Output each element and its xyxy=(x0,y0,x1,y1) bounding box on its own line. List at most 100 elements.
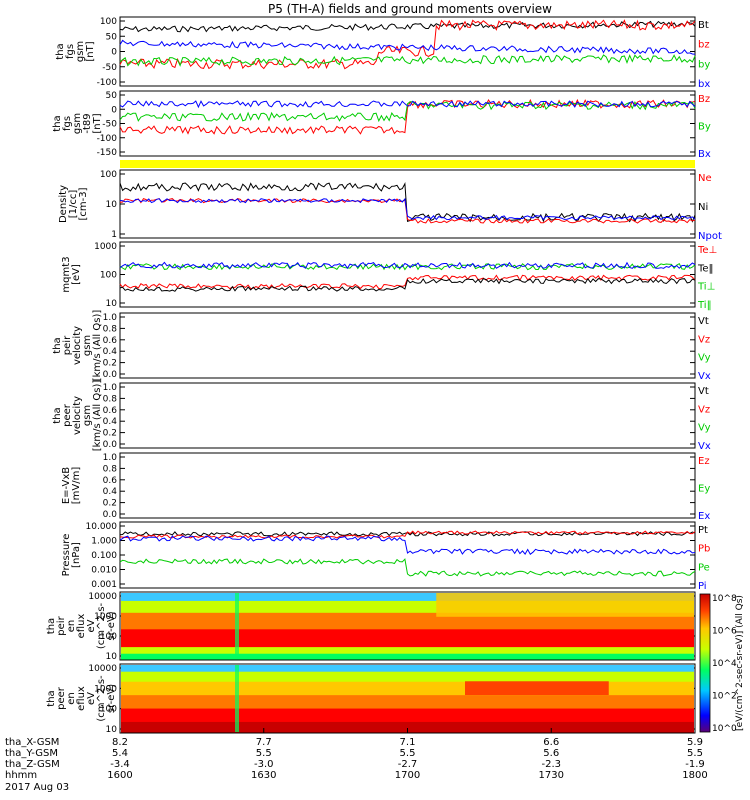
panel-vi: 1.00.8 0.60.4 0.20.0 tha peir velocity gsm [km/… xyxy=(52,310,711,382)
y-tick-label: -50 xyxy=(102,120,117,130)
y-tick-label: 10 xyxy=(106,299,118,309)
y-axis-label: eflux xyxy=(76,686,87,711)
series-Te xyxy=(119,274,696,290)
legend-entry: bz xyxy=(698,40,710,51)
y-tick-label: 0.2 xyxy=(103,499,117,509)
y-axis-label: (cm^2-s- xyxy=(96,602,107,649)
panel-fgs_t89: 50 0 -50 -100 -150 tha fgs gsm -t89 [nT] Bz By Bx xyxy=(52,90,711,160)
x-axis-value: 5.5 xyxy=(256,748,272,759)
y-axis-label: fgs xyxy=(65,44,76,59)
x-axis-value: -2.7 xyxy=(398,759,418,770)
y-axis-label: fgs xyxy=(62,116,73,131)
legend-entry: Pe xyxy=(698,562,710,573)
series-Bx xyxy=(119,100,696,109)
spectrogram-band xyxy=(235,593,239,659)
y-tick-label: 0.100 xyxy=(91,551,117,561)
panel-temp: 1000 100 10 mqmt3 [eV] Te⊥ Te‖ Ti⊥ Ti‖ xyxy=(61,241,717,311)
x-axis-value: 1800 xyxy=(682,770,707,781)
series-Pi xyxy=(119,535,696,555)
legend-entry: Ey xyxy=(698,484,710,495)
y-axis-label: velocity xyxy=(72,396,83,435)
y-tick-label: 50 xyxy=(106,32,118,42)
spectrogram-band xyxy=(465,681,609,696)
x-axis: tha_X-GSM 8.2 7.7 7.1 6.6 5.9 tha_Y-GSM 5.4 5.5 5… xyxy=(5,728,708,793)
legend-entry: Te‖ xyxy=(697,263,714,274)
x-axis-value: -3.0 xyxy=(254,759,274,770)
y-axis-label: eV xyxy=(86,692,97,705)
y-tick-label: 0.6 xyxy=(103,336,118,346)
legend-entry: Ni xyxy=(698,202,708,213)
spectrogram-band xyxy=(121,629,694,648)
series-Pb xyxy=(119,530,696,539)
y-tick-label: 0.2 xyxy=(103,429,117,439)
x-axis-row-label: tha_X-GSM xyxy=(5,737,59,748)
y-axis-label: -t89 xyxy=(82,113,93,133)
y-tick-label: 1.000 xyxy=(91,537,117,547)
y-axis-label: E=-VxB xyxy=(61,467,72,504)
legend-entry: Vt xyxy=(698,316,709,327)
y-tick-label: 1000 xyxy=(94,612,117,622)
series-Te-par xyxy=(119,277,696,292)
y-axis-label: velocity xyxy=(72,326,83,365)
y-tick-label: 0 xyxy=(111,48,117,58)
y-axis-label: [km/s (All Qs)] xyxy=(92,380,103,452)
y-axis-label: tha xyxy=(46,618,57,634)
panel-frame xyxy=(119,382,696,449)
y-tick-label: 100 xyxy=(100,705,117,715)
y-axis-label: Pressure xyxy=(61,534,72,577)
x-axis-value: 5.9 xyxy=(687,737,703,748)
legend-entry: Vy xyxy=(698,353,711,364)
y-tick-label: 50 xyxy=(106,91,118,101)
series-Ni xyxy=(119,182,696,223)
legend-entry: Vy xyxy=(698,423,711,434)
x-axis-value: -2.3 xyxy=(541,759,561,770)
panel-efield: 1.00.8 0.60.4 0.20.0 E=-VxB [mV/m] Ez Ey Ex xyxy=(61,452,710,522)
y-tick-label: 0.001 xyxy=(91,580,117,590)
panel-elec_spec: 10000 1000 100 10 tha peer en eflux eV (cm^2-s-sr… xyxy=(46,663,696,735)
legend-entry: Ti‖ xyxy=(697,300,712,311)
y-axis-label: peir xyxy=(56,615,67,635)
y-axis-label: tha xyxy=(55,43,66,59)
spectrogram-band xyxy=(121,721,694,733)
legend-entry: Ex xyxy=(698,511,710,522)
y-tick-label: 0.4 xyxy=(103,487,118,497)
panel-frame xyxy=(119,591,696,661)
y-axis-label: gsm xyxy=(75,41,86,62)
y-tick-label: -150 xyxy=(97,148,118,158)
y-tick-label: 1000 xyxy=(94,684,117,694)
colorbar-tick-label: 10^0 xyxy=(712,724,737,734)
series-Ti-par xyxy=(119,261,696,270)
spectrogram-band xyxy=(121,593,694,602)
y-tick-label: 0.8 xyxy=(103,394,118,404)
x-axis-value: -1.9 xyxy=(685,759,705,770)
y-axis-label: mqmt3 xyxy=(61,256,72,292)
y-axis-label: peer xyxy=(56,686,67,710)
legend-entry: by xyxy=(698,59,710,70)
y-tick-label: 0 xyxy=(111,105,117,115)
spectrogram-band xyxy=(235,665,239,732)
y-axis-label: [nT] xyxy=(92,113,103,133)
y-tick-label: 10 xyxy=(106,652,118,662)
colorbar-tick-label: 10^6 xyxy=(712,627,737,637)
y-axis-label: sr-eV) xyxy=(106,611,117,640)
x-axis-value: 5.4 xyxy=(112,748,128,759)
colorbar-tick-label: 10^2 xyxy=(712,692,737,702)
legend-entry: By xyxy=(698,122,711,133)
y-axis-label: (cm^2-s- xyxy=(96,675,107,722)
spectrogram-band xyxy=(121,665,694,673)
spectrogram-band xyxy=(121,708,694,723)
y-tick-label: 0.8 xyxy=(103,324,118,334)
y-tick-label: 10000 xyxy=(88,664,117,674)
legend-entry: Pt xyxy=(698,525,708,536)
y-axis-label: tha xyxy=(52,407,63,423)
y-tick-label: 0.2 xyxy=(103,359,117,369)
y-tick-label: 100 xyxy=(100,17,117,27)
panel-frame xyxy=(119,452,696,519)
y-tick-label: 1000 xyxy=(94,242,117,252)
y-tick-label: -50 xyxy=(102,63,117,73)
x-axis-row-label: hhmm xyxy=(5,770,37,781)
y-axis-label: tha xyxy=(52,337,63,353)
y-tick-label: 10.000 xyxy=(86,522,118,532)
spectrogram-band xyxy=(121,612,694,630)
